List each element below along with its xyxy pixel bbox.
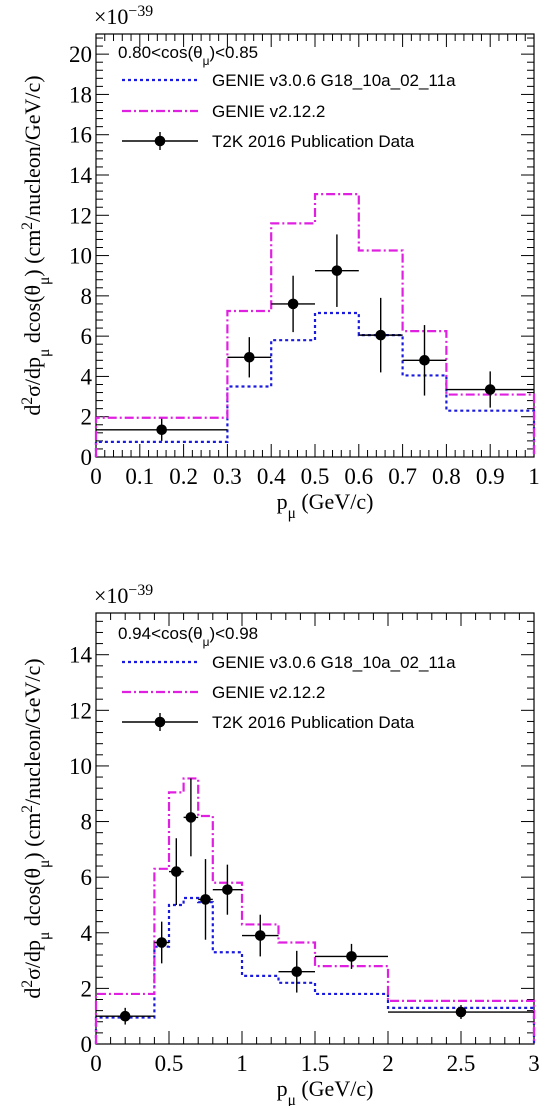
- y-axis-label: d2σ/dpμ dcos(θμ) (cm2/nucleon/GeV/c): [19, 658, 53, 998]
- x-tick-label: 1.5: [301, 1051, 330, 1076]
- legend-entry-label: T2K 2016 Publication Data: [212, 132, 415, 151]
- x-tick-label: 3: [528, 1051, 540, 1076]
- legend-marker-t2k: [154, 716, 166, 728]
- data-point: [200, 894, 211, 905]
- legend-annotation: 0.80<cos(θμ)<0.85: [118, 43, 258, 68]
- y-tick-label: 12: [69, 203, 92, 228]
- x-tick-label: 0.6: [344, 464, 373, 489]
- data-point: [185, 812, 197, 823]
- y-tick-label: 14: [69, 163, 93, 188]
- y-tick-label: 8: [81, 284, 93, 309]
- x-tick-label: 0.4: [257, 464, 286, 489]
- y-tick-label: 0: [81, 1032, 93, 1057]
- histogram-genie-v2: [94, 777, 536, 1044]
- data-series-t2k: [96, 234, 534, 441]
- x-tick-label: 1: [528, 464, 540, 489]
- x-tick-label: 0.1: [125, 464, 154, 489]
- x-tick-label: 0.2: [169, 464, 198, 489]
- y-tick-label: 2: [81, 976, 93, 1001]
- histogram-genie-v2: [94, 193, 536, 457]
- plot-frame: [95, 612, 535, 1045]
- x-tick-label: 0.3: [213, 464, 242, 489]
- y-tick-label: 6: [81, 865, 93, 890]
- y-scale-factor: ×10−39: [94, 3, 153, 30]
- y-tick-label: 4: [81, 921, 93, 946]
- legend-entry-label: GENIE v2.12.2: [212, 102, 325, 121]
- legend-annotation: 0.94<cos(θμ)<0.98: [118, 624, 258, 649]
- y-tick-label: 6: [81, 324, 93, 349]
- y-tick-label: 14: [69, 643, 93, 668]
- data-point: [484, 384, 496, 395]
- x-axis-label: pμ (GeV/c): [277, 1076, 374, 1106]
- x-axis-label: pμ (GeV/c): [277, 489, 374, 522]
- x-tick-label: 0.5: [301, 464, 330, 489]
- legend-entry-label: T2K 2016 Publication Data: [212, 713, 415, 732]
- x-tick-label: 2: [382, 1051, 394, 1076]
- x-tick-label: 1: [236, 1051, 248, 1076]
- data-point: [291, 966, 303, 978]
- chart-panel-2: 0 0.5 1 1.5 2 2.5 3 0 2 4 6 8 10 12 14 ×10−39 pμ (GeV/c)…: [19, 582, 540, 1106]
- x-tick-label: 0.7: [388, 464, 417, 489]
- y-tick-label: 2: [81, 405, 93, 430]
- legend-marker-t2k: [154, 135, 166, 147]
- data-point: [455, 1006, 467, 1018]
- legend-entry-label: GENIE v3.0.6 G18_10a_02_11a: [212, 653, 456, 672]
- chart-panel-1: 0 0.1 0.2 0.3 0.4 0.5 0.6 0.7 0.8 0.9 102468101214…: [19, 3, 540, 522]
- legend-entry-label: GENIE v3.0.6 G18_10a_02_11a: [212, 71, 456, 90]
- data-point: [156, 937, 167, 948]
- y-tick-label: 0: [81, 445, 93, 470]
- data-point: [156, 424, 167, 436]
- x-tick-label: 0: [90, 464, 102, 489]
- y-tick-label: 18: [69, 82, 92, 107]
- data-point: [331, 265, 343, 276]
- x-tick-label: 0.5: [155, 1051, 184, 1076]
- y-tick-label: 12: [69, 698, 92, 723]
- legend-entry-label: GENIE v2.12.2: [212, 683, 325, 702]
- data-point: [171, 866, 182, 877]
- x-tick-label: 0.9: [476, 464, 505, 489]
- y-axis-label: d2σ/dpμ dcos(θμ) (cm2/nucleon/GeV/c): [19, 75, 53, 415]
- x-tick-label: 0.8: [432, 464, 461, 489]
- data-point: [254, 930, 266, 941]
- data-point: [244, 351, 255, 363]
- y-tick-label: 16: [69, 123, 92, 148]
- y-tick-label: 10: [69, 244, 92, 269]
- y-tick-label: 4: [81, 364, 93, 389]
- y-tick-label: 8: [81, 810, 93, 835]
- x-tick-label: 0: [90, 1051, 102, 1076]
- x-tick-label: 2.5: [447, 1051, 476, 1076]
- y-tick-label: 10: [69, 754, 92, 779]
- data-point: [222, 884, 233, 895]
- y-scale-factor: ×10−39: [94, 582, 153, 609]
- data-point: [419, 355, 430, 366]
- data-series-t2k: [96, 778, 534, 1025]
- data-point: [287, 298, 299, 310]
- data-point: [375, 329, 387, 341]
- data-point: [119, 1010, 131, 1022]
- data-point: [346, 951, 357, 962]
- y-tick-label: 20: [69, 42, 92, 67]
